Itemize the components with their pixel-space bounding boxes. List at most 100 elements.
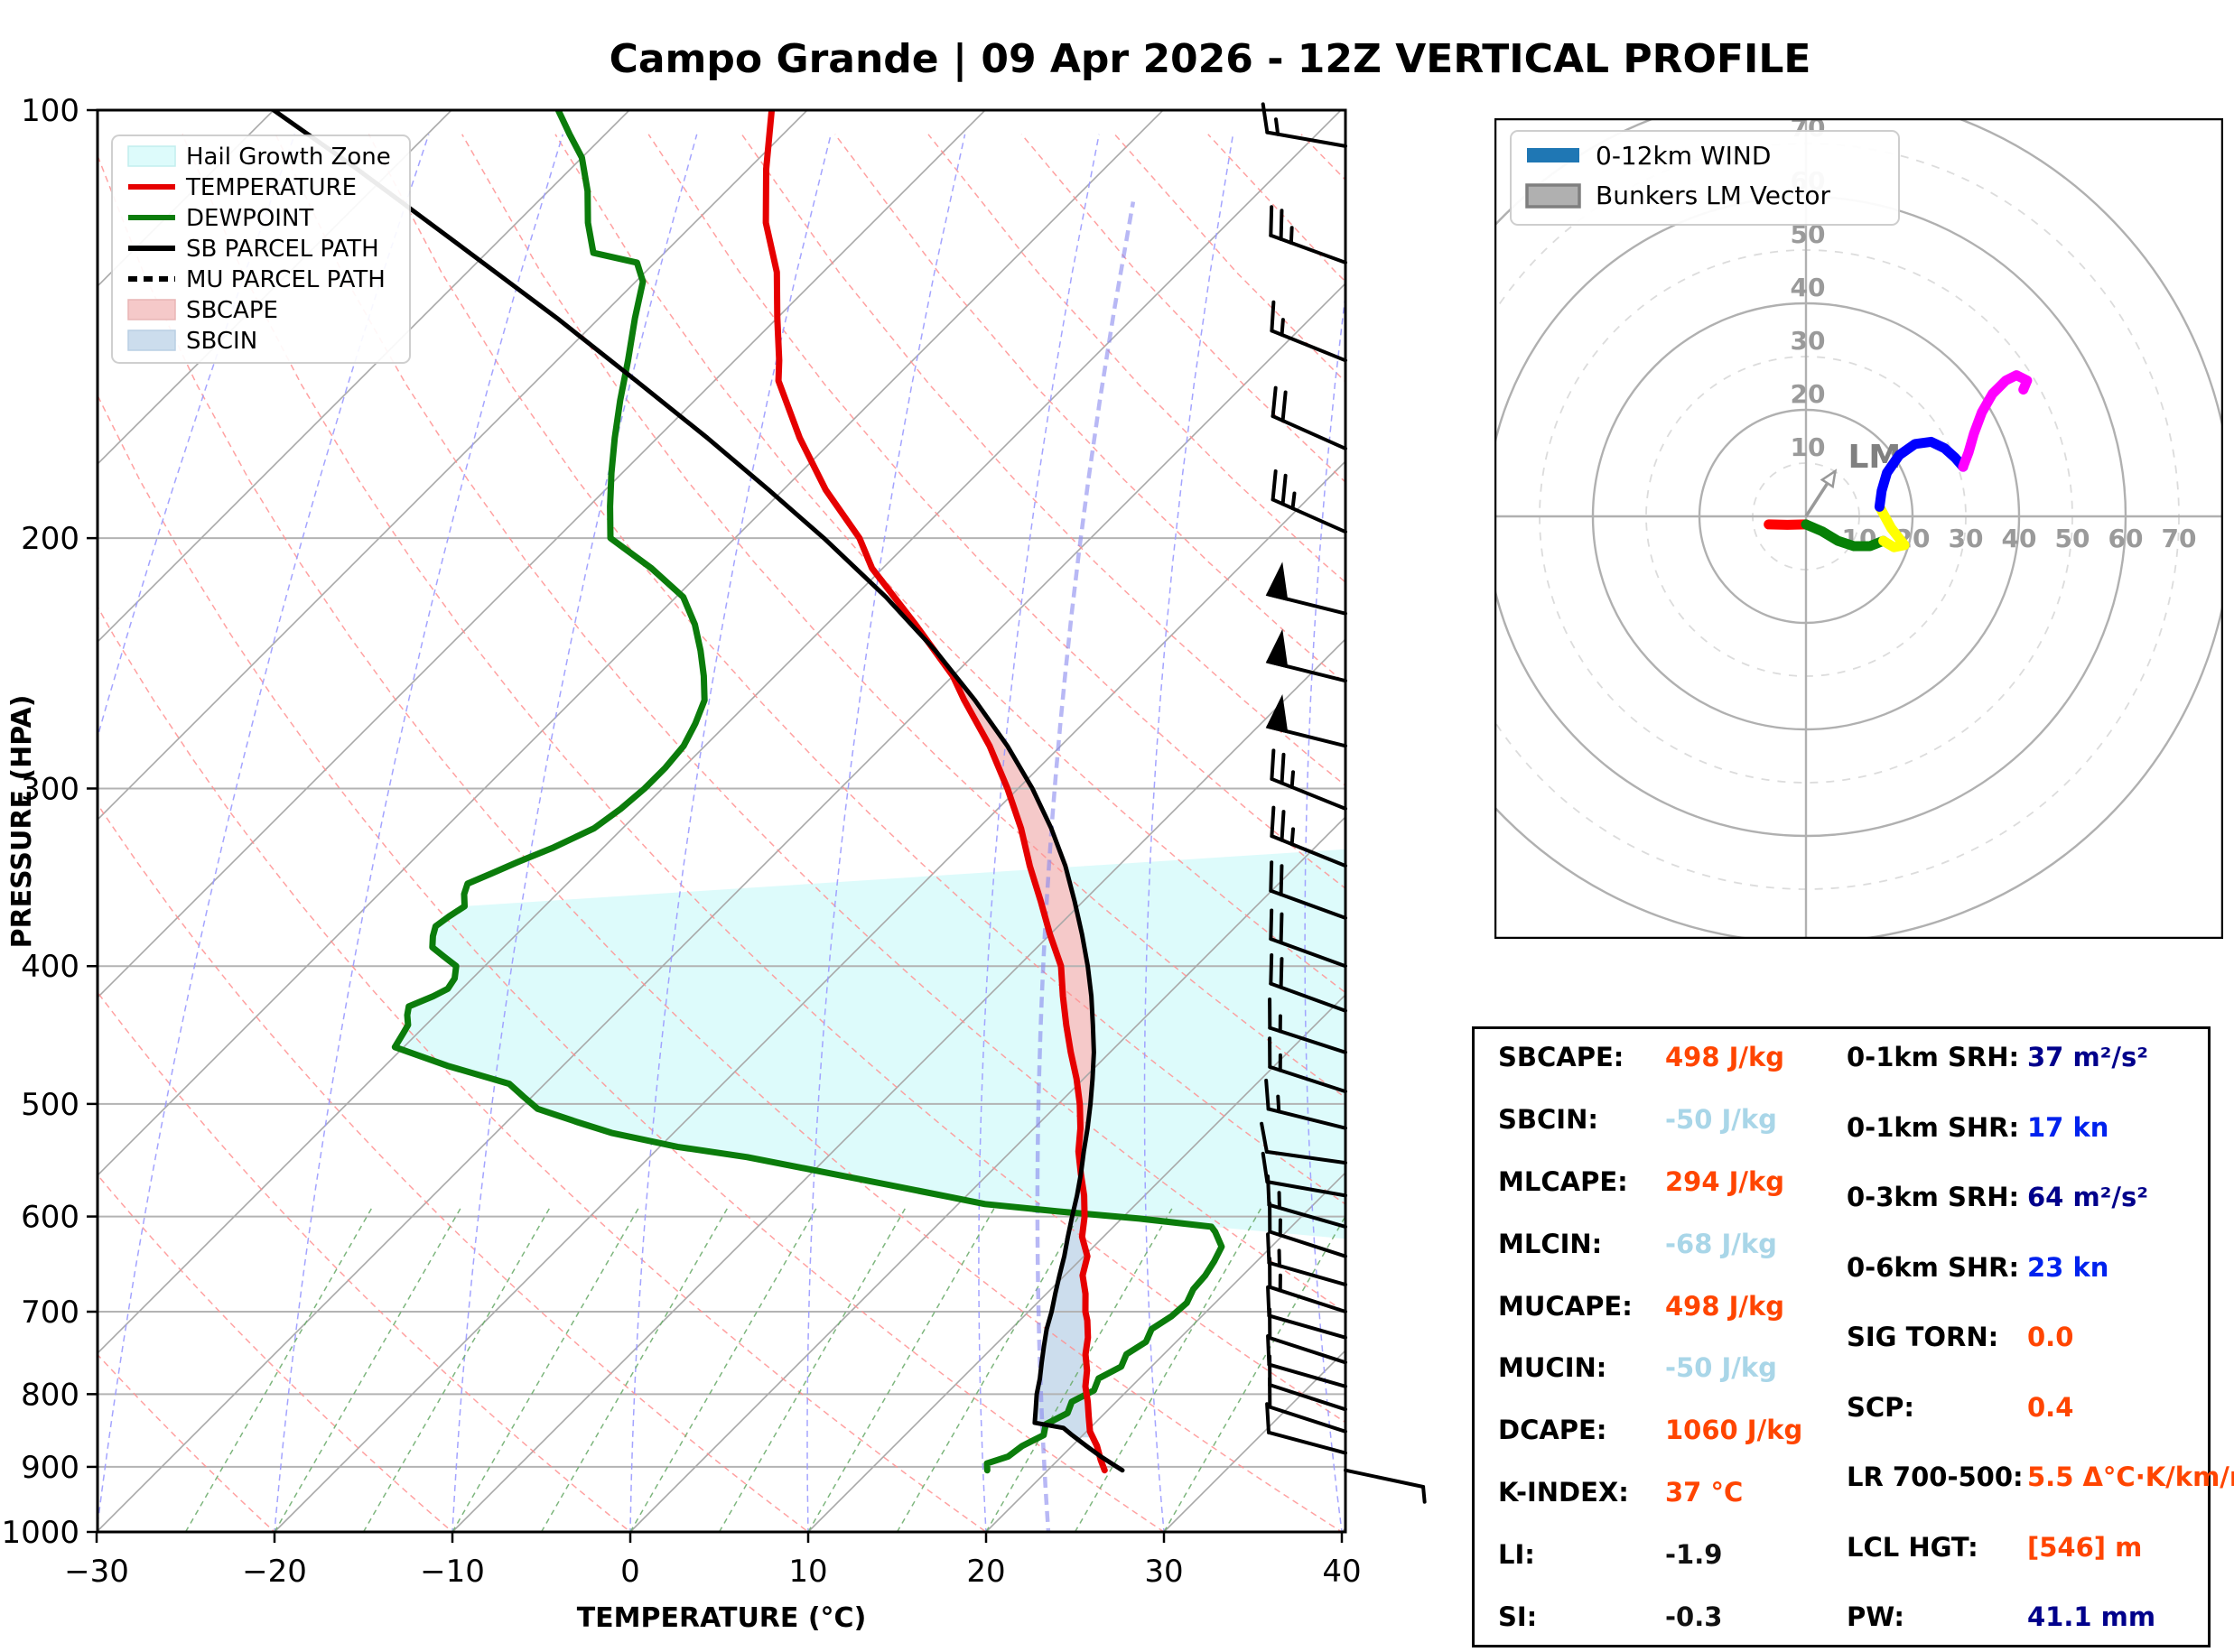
svg-text:PRESSURE (HPA): PRESSURE (HPA)	[6, 695, 38, 949]
hodograph-plot: 1010202030304040505060607070LM	[1494, 118, 2223, 939]
index-value: [546] m	[2027, 1531, 2143, 1563]
index-row-left-0: SBCAPE: 498 J/kg	[1498, 1042, 1841, 1072]
index-label: MUCAPE:	[1498, 1290, 1633, 1322]
svg-text:TEMPERATURE: TEMPERATURE	[185, 174, 357, 201]
index-value: -0.3	[1665, 1601, 1723, 1632]
index-row-left-1: SBCIN: -50 J/kg	[1498, 1104, 1841, 1135]
index-label: SBCAPE:	[1498, 1042, 1624, 1072]
svg-text:900: 900	[21, 1450, 79, 1486]
svg-text:−30: −30	[64, 1554, 129, 1590]
hodograph-segment-3	[1874, 501, 1910, 552]
svg-text:−20: −20	[242, 1554, 307, 1590]
svg-text:700: 700	[21, 1295, 79, 1331]
index-label: SI:	[1498, 1601, 1538, 1632]
index-value: 0.0	[2027, 1322, 2074, 1352]
skewt-axes: −30 −20 −10 0 10 20 30 40 100 200 300 400 500 600 700 8…	[1, 93, 1361, 1634]
svg-text:30: 30	[1144, 1554, 1183, 1590]
svg-text:SBCAPE: SBCAPE	[186, 297, 278, 324]
hodograph-segment-5	[1958, 370, 2033, 472]
index-row-right-6: LR 700-500: 5.5 Δ°C·K/km/m	[1847, 1462, 2234, 1492]
index-row-left-8: LI: -1.9	[1498, 1539, 1841, 1570]
index-row-left-5: MUCIN: -50 J/kg	[1498, 1352, 1841, 1383]
index-label: MLCIN:	[1498, 1228, 1603, 1259]
index-value: 5.5 Δ°C·K/km/m	[2027, 1462, 2234, 1492]
index-value: 17 kn	[2027, 1111, 2109, 1143]
svg-text:500: 500	[21, 1087, 79, 1123]
svg-text:70: 70	[2162, 524, 2197, 553]
index-row-left-6: DCAPE: 1060 J/kg	[1498, 1415, 1841, 1445]
index-label: MLCAPE:	[1498, 1165, 1628, 1197]
page-title: Campo Grande | 09 Apr 2026 - 12Z VERTICA…	[609, 36, 1811, 82]
skewt-frame	[96, 108, 1347, 1534]
index-row-right-3: 0-6km SHR: 23 kn	[1847, 1252, 2201, 1283]
svg-text:DEWPOINT: DEWPOINT	[186, 205, 313, 232]
svg-text:10: 10	[1791, 432, 1826, 462]
svg-text:30: 30	[1791, 326, 1826, 356]
index-row-right-5: SCP: 0.4	[1847, 1392, 2201, 1423]
svg-text:400: 400	[21, 949, 79, 985]
index-row-left-2: MLCAPE: 294 J/kg	[1498, 1166, 1841, 1197]
index-label: LI:	[1498, 1539, 1535, 1570]
index-label: PW:	[1847, 1601, 1904, 1632]
index-label: SBCIN:	[1498, 1103, 1598, 1135]
index-row-left-9: SI: -0.3	[1498, 1601, 1841, 1632]
index-value: 37 °C	[1665, 1477, 1744, 1508]
index-label: LR 700-500:	[1847, 1462, 2024, 1492]
index-value: 41.1 mm	[2027, 1601, 2156, 1632]
index-value: 1060 J/kg	[1665, 1415, 1803, 1446]
svg-text:20: 20	[1791, 379, 1826, 409]
index-label: 0-3km SRH:	[1847, 1182, 2020, 1212]
index-row-right-7: LCL HGT: [546] m	[1847, 1532, 2201, 1563]
indices-table: SBCAPE: 498 J/kg SBCIN: -50 J/kg MLCAPE: 294 …	[1472, 1026, 2234, 1647]
index-label: SCP:	[1847, 1391, 1915, 1423]
svg-text:1000: 1000	[1, 1515, 79, 1551]
index-value: -1.9	[1665, 1539, 1723, 1570]
svg-text:300: 300	[21, 771, 79, 807]
index-row-right-8: PW: 41.1 mm	[1847, 1601, 2201, 1632]
svg-text:20: 20	[966, 1554, 1005, 1590]
skewt-chart: −30 −20 −10 0 10 20 30 40 100 200 300 400 500 600 700 8…	[1, 93, 1427, 1634]
index-row-right-0: 0-1km SRH: 37 m²/s²	[1847, 1042, 2201, 1072]
svg-text:50: 50	[2055, 524, 2090, 553]
index-label: LCL HGT:	[1847, 1531, 1978, 1563]
index-value: 0.4	[2027, 1391, 2074, 1423]
highlight-moist-adiabat	[1035, 201, 1136, 1532]
svg-text:SB PARCEL PATH: SB PARCEL PATH	[186, 236, 379, 263]
skewt-plot-area	[98, 110, 1345, 1532]
svg-text:40: 40	[1322, 1554, 1361, 1590]
indices-column-right: 0-1km SRH: 37 m²/s² 0-1km SHR: 17 kn 0-3km S…	[1847, 1042, 2234, 1632]
svg-text:0: 0	[620, 1554, 640, 1590]
svg-text:200: 200	[21, 521, 79, 557]
svg-text:SBCIN: SBCIN	[186, 328, 257, 355]
index-value: 64 m²/s²	[2027, 1182, 2148, 1212]
svg-text:TEMPERATURE (°C): TEMPERATURE (°C)	[577, 1602, 867, 1634]
hodograph-frame	[1494, 118, 2223, 939]
index-label: 0-1km SHR:	[1847, 1111, 2020, 1143]
index-row-right-4: SIG TORN: 0.0	[1847, 1322, 2201, 1352]
hodograph-segment-2	[1801, 519, 1889, 552]
index-row-left-3: MLCIN: -68 J/kg	[1498, 1229, 1841, 1259]
svg-text:−10: −10	[420, 1554, 485, 1590]
svg-text:40: 40	[2002, 524, 2037, 553]
mu-parcel-path-curve	[272, 110, 1124, 1472]
index-label: K-INDEX:	[1498, 1477, 1629, 1508]
index-label: MUCIN:	[1498, 1352, 1607, 1384]
dewpoint-curve	[391, 110, 1225, 1474]
svg-text:Hail Growth Zone: Hail Growth Zone	[186, 144, 391, 171]
index-row-left-4: MUCAPE: 498 J/kg	[1498, 1291, 1841, 1322]
svg-text:Bunkers LM Vector: Bunkers LM Vector	[1596, 181, 1831, 210]
index-row-right-2: 0-3km SRH: 64 m²/s²	[1847, 1182, 2201, 1212]
index-label: 0-1km SRH:	[1847, 1042, 2020, 1072]
hodograph-segment-4	[1874, 436, 1969, 512]
svg-text:40: 40	[1791, 273, 1826, 302]
skewt-legend: Hail Growth Zone TEMPERATURE DEWPOINT SB PA…	[111, 135, 411, 364]
hodograph-segment-1	[1764, 519, 1811, 530]
svg-text:30: 30	[1949, 524, 1984, 553]
index-row-right-1: 0-1km SHR: 17 kn	[1847, 1112, 2201, 1143]
hodograph-chart: 1010202030304040505060607070LM0-12km WIN…	[1494, 118, 2223, 939]
svg-text:MU PARCEL PATH: MU PARCEL PATH	[186, 266, 386, 293]
svg-text:600: 600	[21, 1200, 79, 1236]
index-value: -68 J/kg	[1665, 1228, 1777, 1259]
index-value: 37 m²/s²	[2027, 1042, 2148, 1072]
